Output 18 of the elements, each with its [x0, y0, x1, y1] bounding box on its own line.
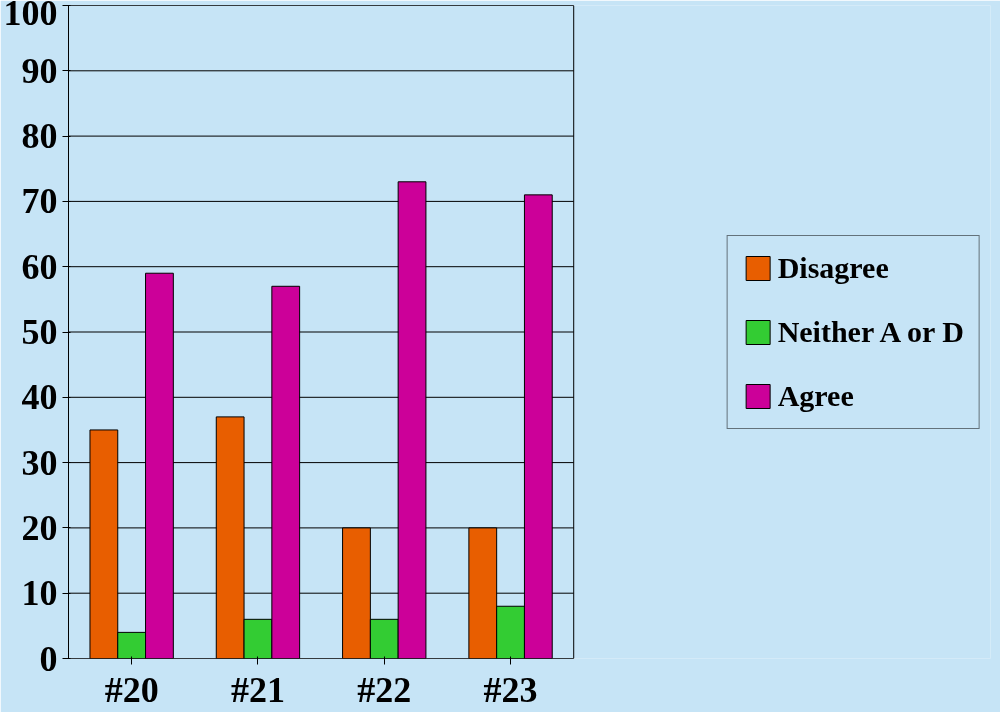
legend-label: Disagree: [777, 250, 889, 285]
y-tick-label: 90: [21, 50, 58, 91]
x-tick-label: #20: [104, 669, 159, 710]
y-tick-label: 60: [21, 246, 58, 287]
x-tick-label: #21: [230, 669, 285, 710]
y-tick-label: 0: [39, 638, 58, 679]
legend-label: Agree: [777, 378, 854, 413]
legend-label: Neither A or D: [777, 314, 964, 349]
y-tick-label: 80: [21, 116, 58, 157]
y-tick-label: 100: [3, 0, 58, 33]
x-tick-label: #23: [483, 669, 538, 710]
y-tick-label: 40: [21, 377, 58, 418]
x-tick-label: #22: [357, 669, 412, 710]
y-tick-label: 20: [21, 507, 58, 548]
y-tick-label: 70: [21, 181, 58, 222]
y-tick-label: 50: [21, 312, 58, 352]
y-tick-label: 30: [21, 442, 58, 483]
y-tick-label: 10: [21, 573, 58, 614]
